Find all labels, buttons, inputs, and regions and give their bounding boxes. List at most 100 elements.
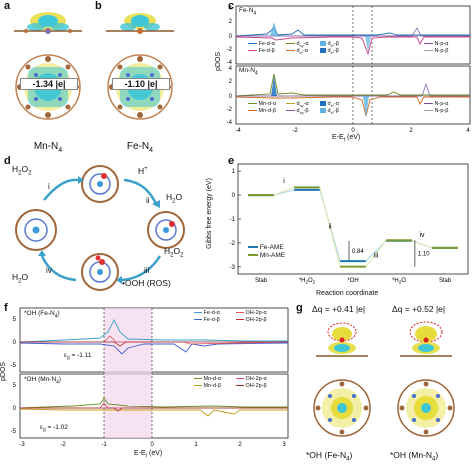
xtick-label: *OH	[347, 278, 358, 284]
ytick: -5	[11, 363, 17, 369]
energy-connector	[365, 239, 387, 267]
step-label: iv	[419, 232, 425, 239]
ytick: -5	[11, 429, 17, 435]
molecule-bottom	[81, 253, 119, 291]
panel-label-e: e	[228, 155, 235, 167]
xtick: 2	[409, 128, 413, 134]
xtick: 0	[150, 442, 154, 448]
fe-charge-label: -1.10 |e|	[112, 78, 170, 90]
step-iv-label: iv	[46, 266, 52, 275]
panel-c: 4 2 0 -2 -4 4 2 0 -2 -4 -4 -2 0 2 4 pDOS…	[212, 4, 474, 152]
arrow-step-i	[43, 178, 79, 201]
h-plus-label: H+	[138, 166, 148, 176]
n-p-alpha-curve	[236, 27, 470, 37]
panel-e: 1 0 -1 -2 -3 Slab *H2O2 *OH *H2O Slab i ii iii iv 0.84…	[206, 160, 474, 300]
pdos-chart-c: 4 2 0 -2 -4 4 2 0 -2 -4 -4 -2 0 2 4	[227, 5, 471, 134]
step-iii-label: iii	[144, 266, 150, 275]
xtick: 0	[351, 128, 355, 134]
fe-n4-title: Fe-N4	[239, 7, 257, 17]
step-label: iii	[374, 252, 379, 259]
step-label: i	[283, 178, 285, 185]
fe-d-beta-curve	[19, 342, 289, 355]
ytick: -4	[227, 60, 233, 66]
ytick: 5	[13, 383, 17, 389]
xtick: -2	[292, 128, 298, 134]
panel-label-a: a	[4, 0, 11, 12]
ytick: 0	[229, 94, 233, 100]
ytick-label: -1	[230, 217, 236, 223]
bottom-plot-frame	[19, 373, 289, 439]
panel-label-b: b	[95, 0, 102, 12]
ytick: -2	[227, 107, 233, 113]
molecule-top	[81, 165, 119, 203]
pdos-f-xlabel: E-Ef (eV)	[134, 450, 163, 460]
ytick-label: 1	[232, 169, 236, 175]
ytick: 2	[229, 79, 233, 85]
ytick-label: 0	[232, 193, 236, 199]
panel-label-d: d	[4, 155, 11, 167]
reaction-cycle	[15, 165, 185, 291]
ytick: 0	[13, 340, 17, 346]
mn-n4-caption: Mn-N4	[33, 141, 63, 154]
energy-connector	[411, 239, 433, 249]
fe-d-alpha-curve	[19, 318, 288, 343]
mn-d-beta-curve	[19, 408, 288, 417]
xtick: 3	[282, 442, 286, 448]
xtick: 4	[466, 128, 470, 134]
molecule-right	[147, 211, 185, 249]
pdos-f-ylabel: pDOS	[0, 361, 8, 382]
oh-fe-top-view	[313, 379, 371, 437]
ytick: 4	[229, 6, 233, 12]
reaction-xlabel: Reaction coordinate	[316, 290, 379, 297]
step-i-label: i	[48, 182, 50, 191]
barrier-label: 1.10	[418, 251, 430, 257]
molecule-left	[15, 209, 57, 251]
pdos-chart-f: 5 0 -5 5 0 -5 -3 -2 -1 0 1 2 3	[11, 307, 289, 448]
ytick-label: -2	[230, 241, 236, 247]
panel-f: 5 0 -5 5 0 -5 -3 -2 -1 0 1 2 3 pDOS E-Ef…	[0, 306, 290, 465]
xtick: 1	[194, 442, 198, 448]
xtick: -2	[60, 442, 66, 448]
xtick-label: Slab	[255, 278, 268, 284]
ytick: 0	[229, 34, 233, 40]
ytick: 4	[229, 66, 233, 72]
ed-mn-label: εd = -1.02	[40, 424, 68, 434]
barrier-label: 0.84	[352, 249, 364, 255]
xtick: 2	[238, 442, 242, 448]
mn-charge-label: -1.34 |e|	[20, 78, 78, 90]
xtick-label: *H2O	[392, 278, 406, 285]
panel-a: -1.34 |e| Mn-N4	[6, 5, 90, 155]
h2o2-right-label: H2O2	[164, 246, 184, 259]
step-ii-label: ii	[146, 196, 150, 205]
h2o2-reactant-label: H2O2	[12, 164, 32, 177]
panel-label-g: g	[296, 302, 303, 314]
pdos-xlabel: E-Ef (eV)	[332, 134, 361, 144]
ytick: 0	[13, 406, 17, 412]
pdos-ylabel: pDOS	[215, 51, 223, 72]
mn-d-alpha-curve	[19, 397, 288, 409]
dq-mn-label: Δq = +0.52 |e|	[392, 304, 446, 314]
h2o-product-right: H2O	[166, 192, 183, 205]
arrow-step-ii	[123, 178, 158, 205]
ytick: -4	[227, 120, 233, 126]
panel-b: -1.10 |e| Fe-N4	[98, 5, 182, 155]
oh-2p-beta-curve	[20, 341, 288, 347]
energy-connector	[319, 187, 341, 267]
xtick-label: *H2O2	[299, 278, 316, 285]
oh-mn-side-view	[400, 321, 452, 357]
ytick-label: -3	[230, 265, 236, 271]
step-label: ii	[328, 224, 332, 231]
fe-d-beta-curve	[235, 36, 470, 56]
ros-label: •OOH (ROS)	[122, 278, 171, 288]
ytick: -2	[227, 47, 233, 53]
top-plot-frame	[19, 307, 289, 373]
xtick-label: Slab	[439, 278, 452, 284]
oh-mn-top-view	[397, 379, 455, 437]
oh-fe-n4-title: *OH (Fe-N4)	[24, 310, 60, 320]
gibbs-ylabel: Gibbs free energy (eV)	[205, 178, 213, 249]
arrow-step-iii	[121, 255, 162, 282]
fe-d-alpha-curve	[235, 27, 470, 37]
oh-fe-caption: *OH (Fe-N4)	[306, 450, 353, 463]
oh-fe-side-view	[316, 322, 368, 357]
